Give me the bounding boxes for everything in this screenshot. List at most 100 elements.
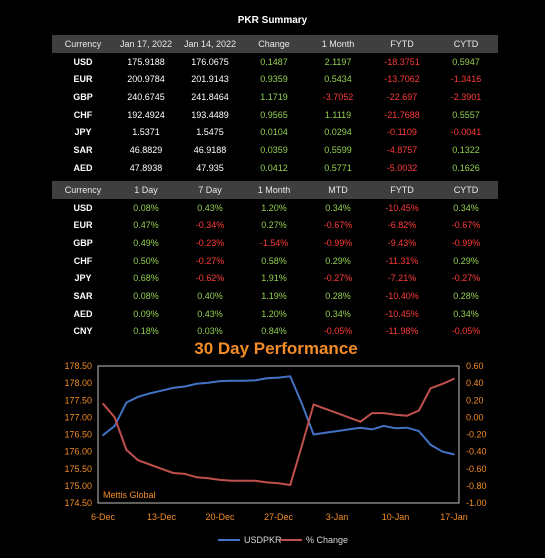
value-cell: 0.08%	[133, 290, 159, 301]
data-point	[207, 381, 210, 384]
currency-cell: USD	[73, 202, 93, 213]
data-point	[137, 396, 139, 398]
y-left-tick-label: 174.50	[64, 498, 92, 508]
column-header: FYTD	[370, 181, 434, 199]
value-cell: 2.1197	[324, 56, 352, 67]
value-cell: -10.45%	[385, 308, 419, 319]
value-cell: 0.49%	[133, 237, 159, 248]
value-cell: 0.1322	[452, 144, 480, 155]
value-cell: 0.58%	[261, 255, 287, 266]
currency-cell: AED	[73, 162, 93, 173]
value-cell: 0.0294	[324, 127, 352, 138]
value-cell: 0.5557	[452, 109, 480, 120]
column-header: 1 Day	[114, 181, 178, 199]
value-cell: -0.23%	[195, 237, 225, 248]
data-point	[418, 430, 420, 432]
y-right-tick-label: -0.40	[466, 447, 487, 457]
value-cell: 0.0412	[260, 162, 288, 173]
column-header: Change	[242, 35, 306, 53]
data-point	[441, 383, 444, 385]
rate-cell: 1.5371	[132, 127, 160, 138]
currency-cell: CNY	[73, 326, 93, 337]
summary-title: PKR Summary	[237, 15, 308, 26]
value-cell: 0.5599	[324, 144, 352, 155]
rate-cell: 175.9188	[127, 56, 165, 67]
rate-cell: 47.8938	[129, 162, 163, 173]
value-cell: 1.91%	[261, 273, 287, 284]
value-cell: 0.1487	[260, 56, 288, 67]
currency-cell: CHF	[73, 255, 93, 266]
data-point	[266, 481, 268, 484]
plot-area	[97, 365, 460, 504]
table-row: JPY 0.68% -0.62% 1.91% -0.27% -7.21% -0.27%	[52, 269, 498, 287]
x-tick-label: 6-Dec	[91, 512, 116, 522]
rate-cell: 241.8464	[191, 91, 229, 102]
data-point	[242, 379, 245, 382]
y-left-tick-label: 177.50	[64, 395, 92, 405]
data-point	[429, 387, 432, 390]
currency-cell: EUR	[73, 74, 93, 85]
table-row: JPY 1.5371 1.5475 0.0104 0.0294 -0.1109 -0.004…	[52, 123, 498, 141]
x-tick-label: 27-Dec	[264, 512, 294, 522]
value-cell: -11.31%	[385, 255, 419, 266]
column-header: Currency	[52, 181, 114, 199]
table-row: AED 0.09% 0.43% 1.20% 0.34% -10.45% 0.34%	[52, 305, 498, 323]
column-header: MTD	[306, 181, 370, 199]
y-right-tick-label: -1.00	[466, 498, 487, 508]
currency-cell: GBP	[73, 237, 93, 248]
value-cell: -0.05%	[323, 326, 353, 337]
currency-cell: GBP	[73, 91, 93, 102]
y-right-tick-label: -0.20	[466, 430, 487, 440]
data-point	[195, 476, 198, 479]
rate-cell: 47.935	[196, 162, 224, 173]
value-cell: -0.05%	[451, 326, 481, 337]
data-point	[289, 375, 292, 378]
value-cell: -0.62%	[195, 273, 225, 284]
value-cell: 1.19%	[261, 290, 287, 301]
value-cell: -0.99%	[323, 237, 353, 248]
value-cell: -7.21%	[387, 273, 417, 284]
data-point	[371, 428, 373, 431]
data-point	[289, 484, 292, 486]
data-point	[312, 433, 315, 436]
legend-label: USDPKR	[244, 535, 282, 545]
value-cell: -10.40%	[385, 290, 419, 301]
value-cell: -0.34%	[195, 220, 225, 231]
table-row: GBP 240.6745 241.8464 1.1719 -3.7052 -22.697 -…	[52, 88, 498, 106]
data-point	[242, 479, 245, 482]
x-tick-label: 13-Dec	[147, 512, 177, 522]
table-row: CNY 0.18% 0.03% 0.84% -0.05% -11.98% -0.05%	[52, 323, 498, 341]
value-cell: 0.43%	[197, 202, 223, 213]
rate-cell: 176.0675	[191, 56, 229, 67]
value-cell: 0.09%	[133, 308, 159, 319]
data-point	[301, 444, 303, 447]
data-point	[359, 426, 362, 429]
y-left-tick-label: 178.00	[64, 378, 92, 388]
rate-cell: 200.9784	[127, 74, 165, 85]
y-left-tick-label: 176.00	[64, 447, 92, 457]
currency-cell: SAR	[73, 144, 93, 155]
data-point	[383, 425, 385, 427]
table-row: AED 47.8938 47.935 0.0412 0.5771 -5.0032 0.162…	[52, 159, 498, 177]
value-cell: 0.34%	[453, 202, 479, 213]
rate-cell: 201.9143	[191, 74, 229, 85]
data-point	[137, 459, 139, 461]
value-cell: -0.67%	[323, 220, 353, 231]
chart-title: 30 Day Performance	[194, 339, 357, 358]
data-point	[184, 385, 186, 388]
value-cell: -6.82%	[387, 220, 417, 231]
currency-cell: JPY	[74, 127, 92, 138]
data-point	[336, 430, 338, 432]
column-header: Currency	[52, 35, 114, 53]
data-point	[172, 472, 174, 474]
column-header: 7 Day	[178, 181, 242, 199]
data-point	[371, 412, 373, 414]
value-cell: 0.0104	[260, 127, 288, 138]
value-cell: 0.29%	[325, 255, 351, 266]
data-point	[113, 425, 116, 427]
value-cell: -3.7052	[322, 91, 354, 102]
data-point	[149, 392, 151, 395]
watermark: Mettis Global	[103, 490, 156, 500]
rate-cell: 46.8829	[129, 144, 163, 155]
value-cell: 1.20%	[261, 202, 287, 213]
